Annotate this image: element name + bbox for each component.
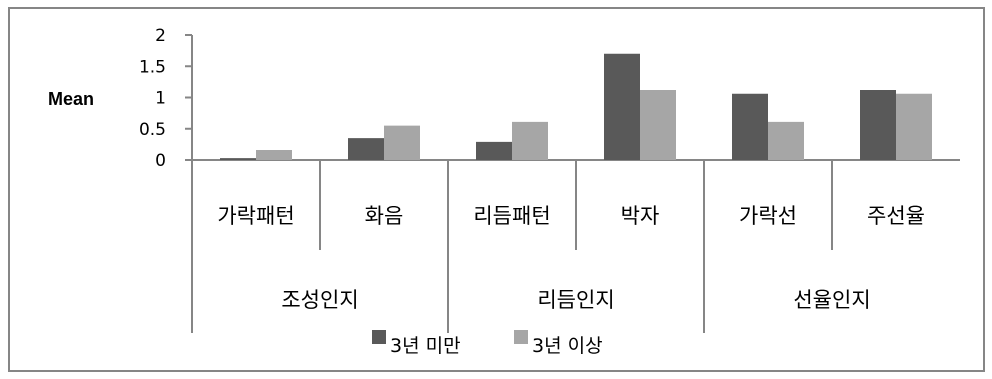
legend-label: 3년 이상 <box>532 335 603 357</box>
bar <box>476 141 512 160</box>
legend-swatch <box>372 330 386 344</box>
bar <box>256 150 292 160</box>
bar <box>604 53 640 160</box>
bar <box>768 121 804 160</box>
y-tick-label: 2 <box>155 26 166 46</box>
category-label: 화음 <box>365 204 404 228</box>
y-tick-label: 0 <box>155 151 166 171</box>
bar <box>220 158 256 160</box>
y-axis-label: Mean <box>48 89 94 109</box>
bar <box>896 93 932 160</box>
group-label: 조성인지 <box>281 288 358 312</box>
legend-swatch <box>514 330 528 344</box>
bar <box>384 125 420 160</box>
category-label: 가락선 <box>739 204 797 228</box>
bar <box>732 93 768 160</box>
legend-label: 3년 미만 <box>390 335 461 357</box>
bar <box>860 90 896 160</box>
y-tick-label: 1.5 <box>139 57 166 77</box>
group-label: 리듬인지 <box>537 288 614 312</box>
category-label: 박자 <box>621 204 660 228</box>
bar <box>640 90 676 160</box>
group-label: 선율인지 <box>793 288 870 312</box>
category-label: 주선율 <box>867 204 925 228</box>
chart-frame <box>8 7 985 372</box>
bar <box>348 138 384 160</box>
y-tick-label: 0.5 <box>139 120 166 140</box>
category-label: 가락패턴 <box>217 204 294 228</box>
bar <box>512 121 548 160</box>
y-tick-label: 1 <box>155 89 166 109</box>
category-label: 리듬패턴 <box>473 204 550 228</box>
